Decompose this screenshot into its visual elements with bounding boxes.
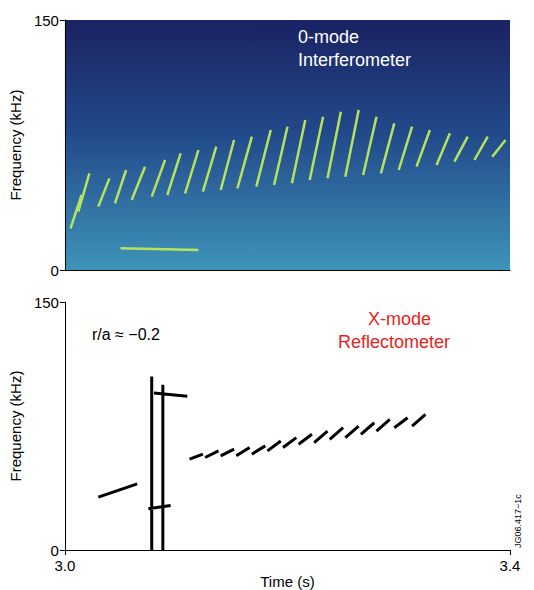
- svg-text:r/a ≈ −0.2: r/a ≈ −0.2: [92, 326, 160, 343]
- svg-text:Frequency (kHz): Frequency (kHz): [7, 90, 24, 201]
- svg-text:Time (s): Time (s): [260, 573, 314, 590]
- svg-text:Reflectometer: Reflectometer: [338, 332, 450, 352]
- svg-text:JG06.417−1c: JG06.417−1c: [513, 494, 523, 548]
- svg-text:150: 150: [34, 294, 59, 311]
- svg-text:3.0: 3.0: [54, 557, 75, 574]
- svg-text:0-mode: 0-mode: [298, 27, 359, 47]
- svg-text:Frequency (kHz): Frequency (kHz): [7, 371, 24, 482]
- svg-text:Interferometer: Interferometer: [298, 50, 411, 70]
- svg-text:X-mode: X-mode: [368, 309, 431, 329]
- svg-text:3.4: 3.4: [500, 557, 521, 574]
- svg-text:0: 0: [51, 262, 59, 279]
- svg-text:0: 0: [51, 542, 59, 559]
- svg-text:150: 150: [34, 12, 59, 29]
